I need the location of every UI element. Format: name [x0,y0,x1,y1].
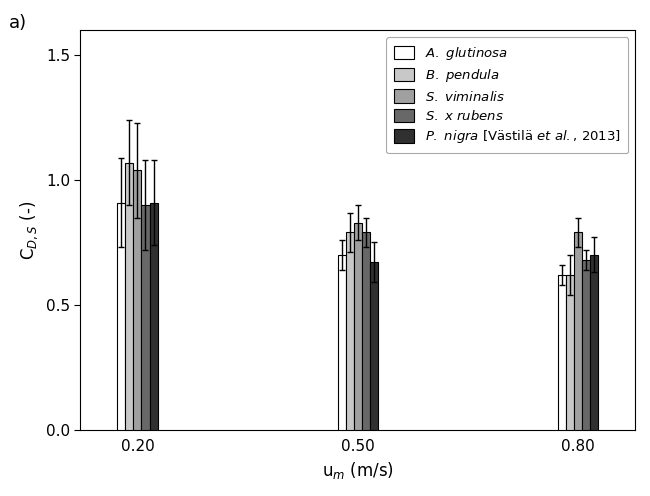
X-axis label: u$_{m}$ (m/s): u$_{m}$ (m/s) [322,460,394,481]
Bar [566,275,574,430]
Bar [362,233,370,430]
Bar [346,233,354,430]
Bar [133,170,142,430]
Bar [337,255,346,430]
Bar [354,223,362,430]
Bar [117,202,125,430]
Bar [582,260,590,430]
Bar [574,233,582,430]
Bar [125,163,133,430]
Legend: $\it{A.}$ $\it{glutinosa}$, $\it{B.}$ $\it{pendula}$, $\it{S.}$ $\it{viminalis}$: $\it{A.}$ $\it{glutinosa}$, $\it{B.}$ $\… [386,37,629,153]
Bar [590,255,598,430]
Text: a): a) [8,14,27,32]
Bar [370,262,378,430]
Y-axis label: C$_{D,S}$ (-): C$_{D,S}$ (-) [19,200,40,260]
Bar [142,205,150,430]
Bar [150,202,157,430]
Bar [558,275,566,430]
